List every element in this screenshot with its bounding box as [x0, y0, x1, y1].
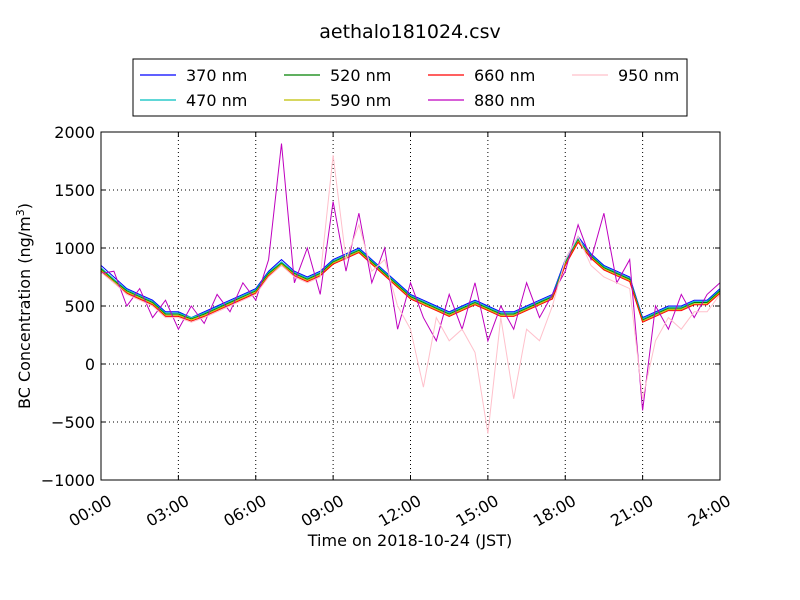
legend-label: 520 nm: [330, 66, 391, 85]
series-line-3: [100, 239, 721, 321]
x-tick-label: 21:00: [607, 491, 656, 531]
y-tick-label: 0: [85, 355, 95, 374]
legend-label: 590 nm: [330, 91, 391, 110]
x-tick-label: 24:00: [685, 491, 734, 531]
y-tick-label: 1500: [54, 181, 95, 200]
series-line-1: [100, 235, 721, 319]
y-axis-title-end: ): [15, 203, 34, 209]
series-lines: [100, 143, 721, 434]
x-tick-label: 03:00: [143, 491, 192, 531]
legend-label: 470 nm: [186, 91, 247, 110]
chart-title: aethalo181024.csv: [319, 21, 501, 43]
y-axis-title-main: BC Concentration (ng/m: [15, 216, 34, 409]
y-axis-title-sup: 3: [14, 209, 27, 216]
series-line-2: [100, 237, 721, 320]
legend-label: 880 nm: [474, 91, 535, 110]
y-tick-labels: 2000 1500 1000 500 0 −500 −1000: [41, 123, 95, 490]
y-axis-title: BC Concentration (ng/m3): [14, 203, 35, 409]
legend-label: 370 nm: [186, 66, 247, 85]
series-line-4: [100, 240, 721, 322]
legend-box: [132, 58, 688, 117]
x-tick-label: 00:00: [66, 491, 115, 531]
series-line-5: [100, 241, 721, 323]
legend-label: 950 nm: [618, 66, 679, 85]
legend-label: 660 nm: [474, 66, 535, 85]
y-tick-label: −500: [51, 413, 95, 432]
x-tick-labels: 00:00 03:00 06:00 09:00 12:00 15:00 18:00 21:00…: [66, 491, 734, 531]
y-tick-label: −1000: [41, 471, 95, 490]
y-tick-label: 2000: [54, 123, 95, 142]
grid: [101, 132, 720, 480]
y-tick-label: 1000: [54, 239, 95, 258]
legend: 370 nm 470 nm 520 nm 590 nm 660 nm 880 nm 950 …: [132, 58, 688, 117]
series-line-7: [100, 155, 721, 434]
x-tick-label: 18:00: [530, 491, 579, 531]
y-tick-label: 500: [64, 297, 95, 316]
x-tick-label: 06:00: [220, 491, 269, 531]
x-tick-label: 09:00: [298, 491, 347, 531]
x-tick-label: 12:00: [375, 491, 424, 531]
x-tick-label: 15:00: [452, 491, 501, 531]
x-axis-title: Time on 2018-10-24 (JST): [307, 531, 512, 550]
ticks: [100, 131, 721, 481]
